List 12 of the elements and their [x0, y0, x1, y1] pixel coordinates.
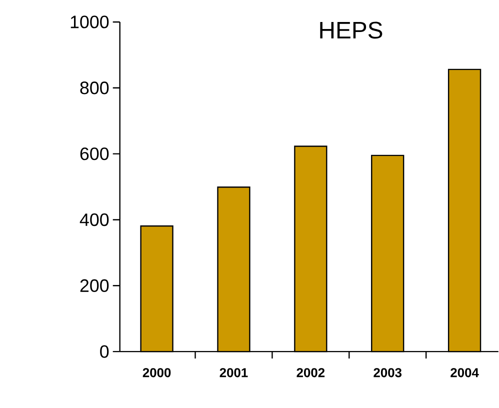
y-tick-label: 200	[80, 280, 109, 292]
x-tick-label: 2002	[296, 368, 325, 378]
y-tick-label: 0	[100, 345, 109, 358]
x-tick-label: 2000	[142, 368, 171, 378]
y-tick-label: 600	[80, 148, 109, 160]
y-tick-label: 800	[80, 82, 109, 94]
y-tick-label: 1000	[70, 16, 109, 29]
chart-title: HEPS	[320, 22, 382, 39]
x-tick-label: 2003	[374, 368, 402, 378]
x-tick-label: 2004	[450, 368, 479, 378]
y-tick-label: 400	[80, 214, 109, 226]
x-tick-label: 2001	[220, 368, 248, 378]
